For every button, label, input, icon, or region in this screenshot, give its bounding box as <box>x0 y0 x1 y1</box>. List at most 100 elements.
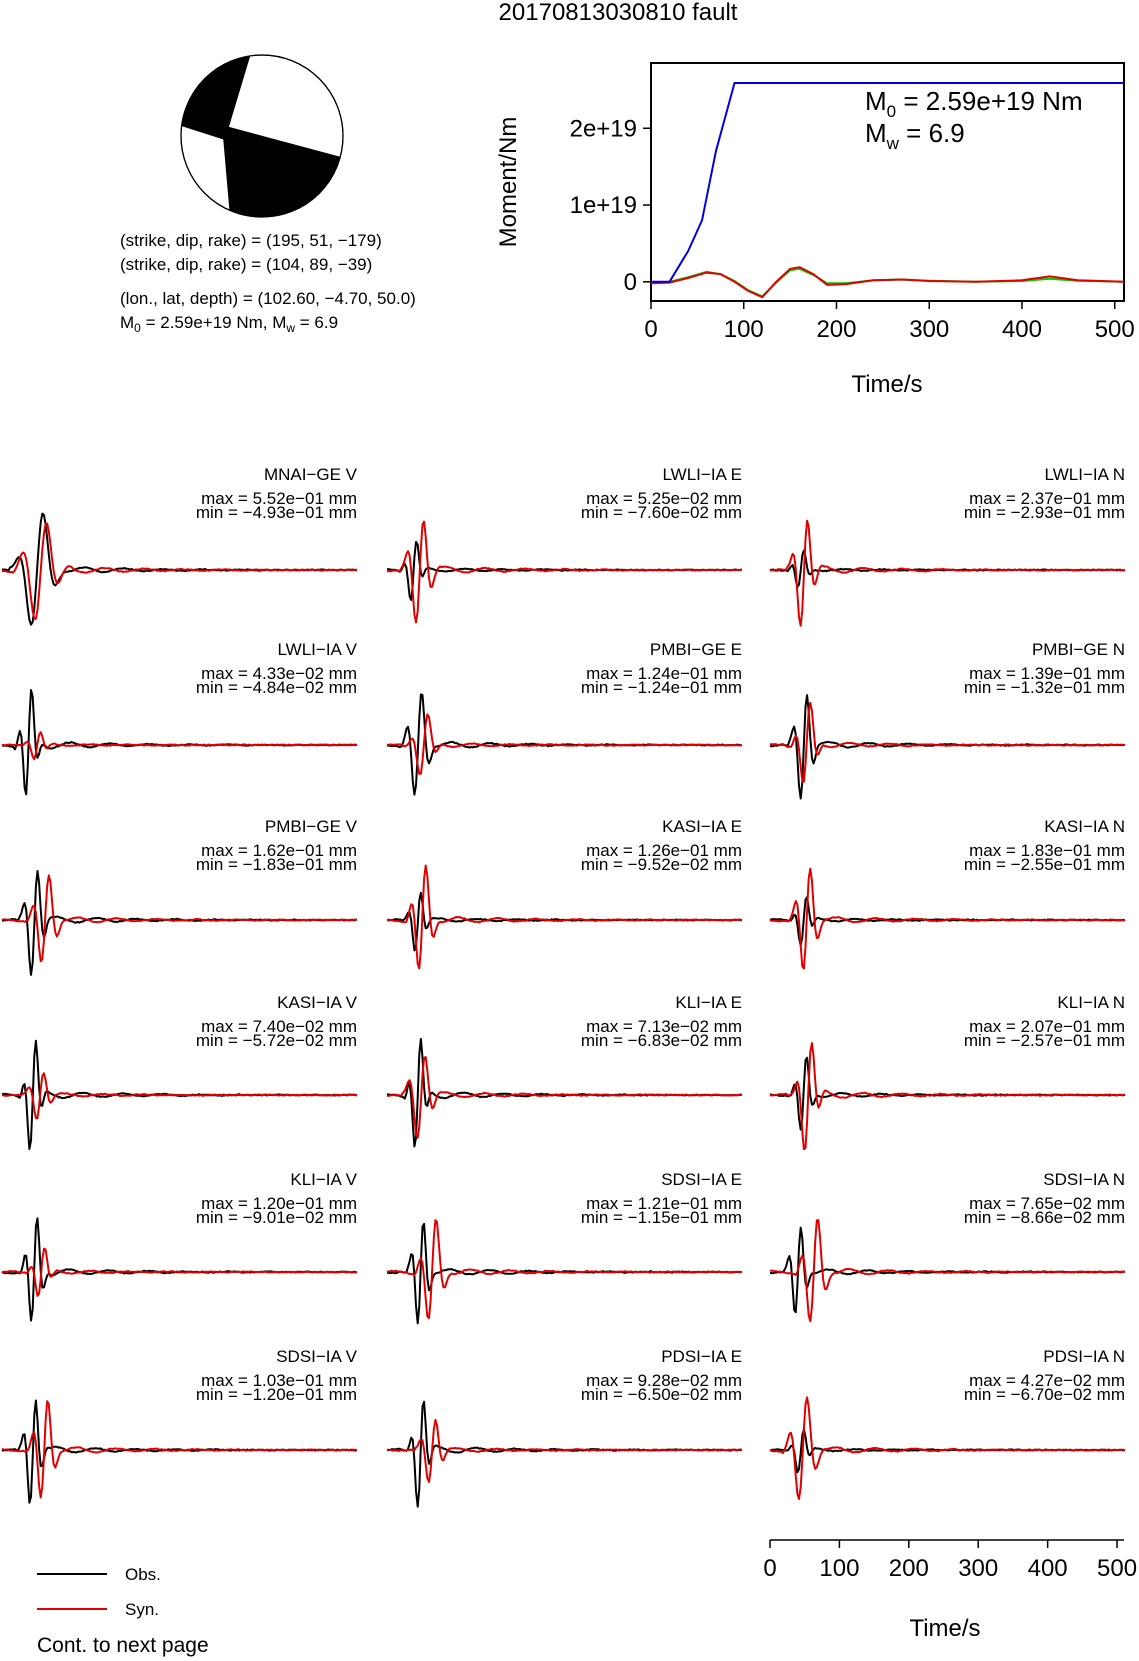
moment-ylabel: Moment/Nm <box>495 117 522 248</box>
trace-syn <box>1 874 358 963</box>
time-axis-tick-label: 400 <box>1028 1555 1068 1582</box>
legend-syn-label: Syn. <box>125 1600 159 1619</box>
station-min: min = −5.72e−02 mm <box>196 1031 357 1050</box>
moment-xtick-label: 200 <box>816 316 856 343</box>
time-axis-tick-label: 300 <box>958 1555 998 1582</box>
moment-xtick-label: 0 <box>644 316 657 343</box>
station-max: max = 1.62e−01 mm <box>201 841 357 860</box>
trace-syn <box>769 1396 1126 1500</box>
station-min: min = −9.52e−02 mm <box>581 855 742 874</box>
station-min: min = −6.70e−02 mm <box>964 1385 1125 1404</box>
trace-syn <box>769 701 1126 783</box>
station-max: max = 2.07e−01 mm <box>969 1017 1125 1036</box>
station-min: min = −6.83e−02 mm <box>581 1031 742 1050</box>
station-label: PMBI−GE V <box>265 817 358 836</box>
station-min: min = −1.83e−01 mm <box>196 855 357 874</box>
station-max: max = 1.83e−01 mm <box>969 841 1125 860</box>
station-max: max = 1.24e−01 mm <box>586 664 742 683</box>
trace-obs <box>1 1399 358 1504</box>
trace-obs <box>1 870 357 976</box>
trace-obs <box>1 1217 358 1322</box>
moment-plot-frame <box>650 62 1125 302</box>
info-nodal-plane-2: (strike, dip, rake) = (104, 89, −39) <box>120 255 372 274</box>
waveform-time-axis: Time/s 0 100 200 300 400 500 <box>763 1539 1137 1642</box>
station-min: min = −8.66e−02 mm <box>964 1208 1125 1227</box>
moment-series-red <box>650 266 1125 299</box>
legend: Obs. Syn. <box>37 1565 161 1619</box>
trace-syn <box>386 1056 743 1139</box>
station-min: min = −1.32e−01 mm <box>964 678 1125 697</box>
station-max: max = 1.39e−01 mm <box>969 664 1125 683</box>
station-max: max = 1.20e−01 mm <box>201 1194 357 1213</box>
trace-syn <box>769 1219 1126 1323</box>
time-axis-tick-label: 0 <box>763 1555 776 1582</box>
station-min: min = −7.60e−02 mm <box>581 503 742 522</box>
station-min: min = −4.84e−02 mm <box>196 678 357 697</box>
trace-syn <box>386 520 743 624</box>
moment-annot-m0: M0 = 2.59e+19 Nm <box>865 86 1083 121</box>
station-label: KLI−IA N <box>1057 993 1125 1012</box>
moment-xtick-label: 100 <box>724 316 764 343</box>
legend-obs-label: Obs. <box>125 1565 161 1584</box>
moment-ytick-label: 0 <box>624 269 637 296</box>
station-label: MNAI−GE V <box>264 465 358 484</box>
time-axis-tick-label: 100 <box>819 1555 859 1582</box>
trace-syn <box>769 519 1126 627</box>
station-label: LWLI−IA V <box>277 640 357 659</box>
station-max: max = 2.37e−01 mm <box>969 489 1125 508</box>
station-min: min = −1.15e−01 mm <box>581 1208 742 1227</box>
trace-obs <box>387 1222 742 1325</box>
trace-obs <box>386 540 743 601</box>
station-max: max = 7.40e−02 mm <box>201 1017 357 1036</box>
station-label: LWLI−IA E <box>662 465 742 484</box>
station-max: max = 5.25e−02 mm <box>586 489 742 508</box>
station-max: max = 4.27e−02 mm <box>969 1371 1125 1390</box>
station-label: SDSI−IA E <box>661 1170 742 1189</box>
trace-syn <box>1 1400 358 1499</box>
station-label: KASI−IA V <box>277 993 358 1012</box>
figure-title: 20170813030810 fault <box>499 0 738 26</box>
station-min: min = −6.50e−02 mm <box>581 1385 742 1404</box>
moment-rate-chart: M0 = 2.59e+19 Nm Mw = 6.9 Time/s Moment/… <box>495 62 1135 398</box>
station-max: max = 1.03e−01 mm <box>201 1371 357 1390</box>
station-max: max = 1.26e−01 mm <box>586 841 742 860</box>
trace-syn <box>769 867 1126 970</box>
trace-syn <box>387 1418 743 1483</box>
station-label: LWLI−IA N <box>1045 465 1125 484</box>
moment-ytick-label: 2e+19 <box>570 115 637 142</box>
waveform-xlabel: Time/s <box>909 1615 980 1642</box>
trace-syn <box>386 864 743 970</box>
trace-syn <box>769 1042 1125 1151</box>
moment-xlabel: Time/s <box>851 371 922 398</box>
station-max: max = 1.21e−01 mm <box>586 1194 742 1213</box>
station-label: PDSI−IA N <box>1043 1347 1125 1366</box>
trace-obs <box>1 689 358 796</box>
station-min: min = −4.93e−01 mm <box>196 503 357 522</box>
station-min: min = −2.57e−01 mm <box>964 1031 1125 1050</box>
moment-annot-mw: Mw = 6.9 <box>865 118 965 153</box>
moment-xtick-label: 300 <box>909 316 949 343</box>
trace-syn <box>1 731 358 761</box>
station-label: SDSI−IA N <box>1043 1170 1125 1189</box>
continued-note: Cont. to next page <box>37 1634 209 1657</box>
source-info: (strike, dip, rake) = (195, 51, −179) (s… <box>120 231 416 335</box>
moment-series-blue <box>651 82 1124 283</box>
station-min: min = −1.20e−01 mm <box>196 1385 357 1404</box>
station-min: min = −9.01e−02 mm <box>196 1208 357 1227</box>
station-label: KASI−IA N <box>1044 817 1125 836</box>
station-min: min = −1.24e−01 mm <box>581 678 742 697</box>
station-label: PMBI−GE N <box>1032 640 1125 659</box>
